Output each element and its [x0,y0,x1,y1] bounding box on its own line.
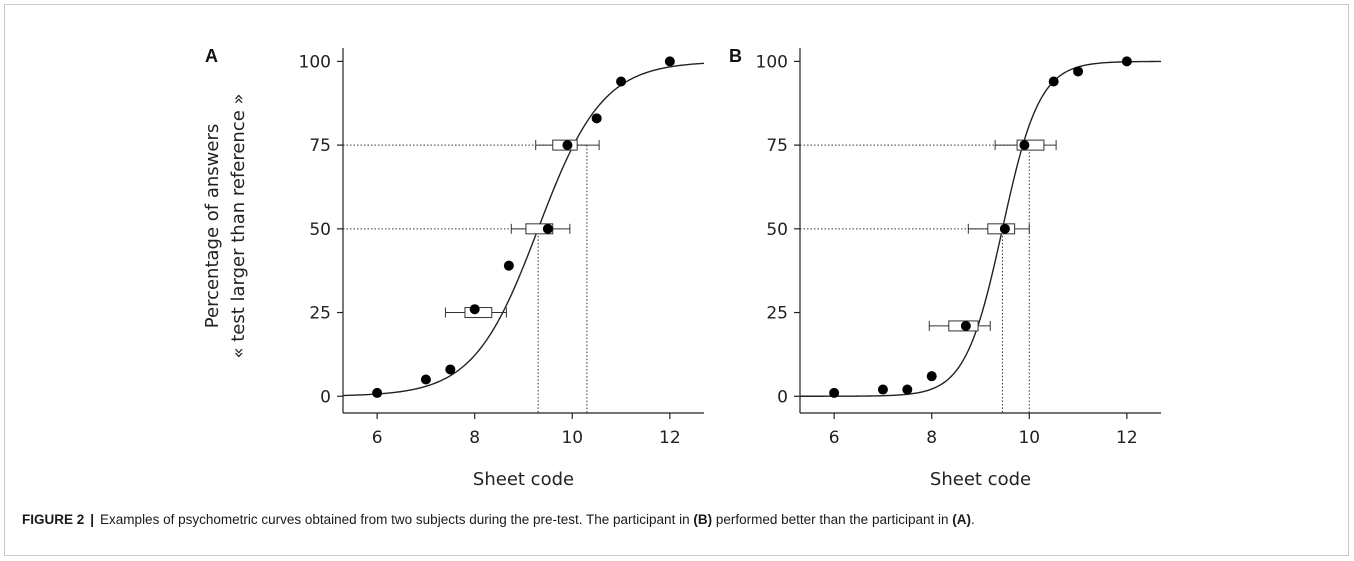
y-tick-label: 0 [777,387,788,407]
y-tick-label: 75 [309,136,331,156]
x-tick-label: 12 [659,428,681,448]
figure-caption: FIGURE 2 | Examples of psychometric curves… [22,512,1332,527]
data-point [542,223,553,234]
caption-label: FIGURE 2 [22,512,85,527]
data-point [420,374,431,385]
y-axis-title-line2: « test larger than reference » [228,93,249,358]
y-axis-title-line1: Percentage of answers [202,124,223,328]
caption-separator: | [90,512,95,527]
data-point [926,371,937,382]
y-tick-label: 100 [299,52,331,72]
x-tick-label: 12 [1116,428,1138,448]
data-point [591,113,602,124]
y-tick-label: 50 [309,220,331,240]
x-axis-title: Sheet code [473,469,574,490]
data-point [469,304,480,315]
panel-letter-a: A [205,46,218,66]
threshold-box [1016,139,1045,151]
caption-text-middle: performed better than the participant in [712,512,953,527]
caption-text-after: . [970,512,975,527]
data-point [999,223,1010,234]
caption-ref-b: (B) [693,512,713,527]
y-tick-label: 0 [320,387,331,407]
x-tick-label: 8 [926,428,937,448]
data-point [372,387,383,398]
caption-ref-a: (A) [952,512,971,527]
data-point [1019,140,1030,151]
data-point [445,364,456,375]
panel-a: A 0 25 50 75 100 6 8 10 12 Sheet code [205,46,705,490]
data-point [562,140,573,151]
data-point [829,387,840,398]
data-point [960,320,971,331]
fit-curve [800,60,1162,397]
data-point [902,384,913,395]
y-tick-label: 75 [766,136,788,156]
figure-frame [4,4,1349,556]
data-point [1073,66,1084,77]
x-tick-label: 8 [469,428,480,448]
data-point [877,384,888,395]
x-tick-label: 10 [1018,428,1040,448]
fit-curve [342,62,705,397]
x-tick-label: 6 [829,428,840,448]
y-tick-label: 25 [766,304,788,324]
data-point [503,260,514,271]
panel-b: B 0 25 50 75 100 6 8 10 12 Sheet code [729,46,1162,490]
panel-letter-b: B [729,46,742,66]
x-tick-label: 6 [372,428,383,448]
caption-text-before: Examples of psychometric curves obtained… [100,512,694,527]
y-tick-label: 100 [756,52,788,72]
data-point [616,76,627,87]
y-tick-label: 50 [766,220,788,240]
x-tick-label: 10 [561,428,583,448]
data-point [1048,76,1059,87]
y-tick-label: 25 [309,304,331,324]
data-point [664,56,675,67]
x-axis-title: Sheet code [930,469,1031,490]
data-point [1121,56,1132,67]
